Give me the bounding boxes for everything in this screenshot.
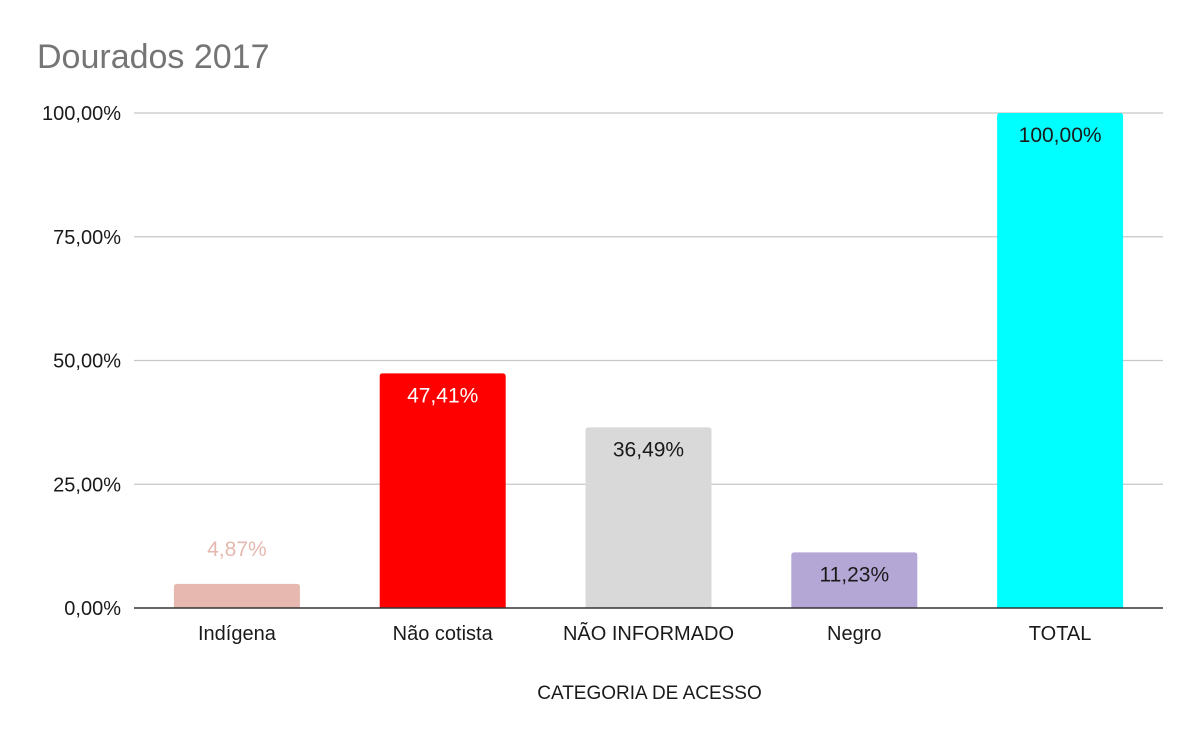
data-label: 11,23% (819, 563, 889, 586)
y-tick-label: 0,00% (64, 598, 121, 620)
x-axis-label: CATEGORIA DE ACESSO (537, 683, 762, 704)
bar-3 (585, 427, 712, 608)
y-tick-label: 25,00% (53, 474, 121, 496)
bar-1 (173, 583, 300, 608)
y-tick-label: 75,00% (53, 227, 121, 249)
chart-title: Dourados 2017 (37, 38, 270, 76)
y-tick-label: 100,00% (42, 103, 121, 125)
x-axis-ticks: Indígena Não cotista NÃO INFORMADO Negro TOT… (198, 621, 1091, 645)
data-label: 47,41% (407, 384, 478, 407)
x-tick-label: NÃO INFORMADO (563, 621, 734, 645)
bar-4 (791, 552, 918, 608)
data-label: 100,00% (1019, 124, 1102, 147)
bars (173, 113, 1124, 608)
x-tick-label: Não cotista (393, 623, 494, 645)
x-tick-label: Indígena (198, 623, 277, 645)
x-tick-label: Negro (827, 623, 881, 645)
data-labels: 4,87% 47,41% 36,49% 11,23% 100,00% (207, 124, 1101, 586)
data-label: 36,49% (613, 438, 684, 461)
bar-2 (379, 373, 506, 608)
y-axis-ticks: 0,00% 25,00% 50,00% 75,00% 100,00% (42, 103, 121, 620)
data-label: 4,87% (207, 538, 267, 561)
bar-5 (997, 113, 1124, 608)
y-tick-label: 50,00% (53, 351, 121, 373)
x-tick-label: TOTAL (1029, 623, 1092, 645)
